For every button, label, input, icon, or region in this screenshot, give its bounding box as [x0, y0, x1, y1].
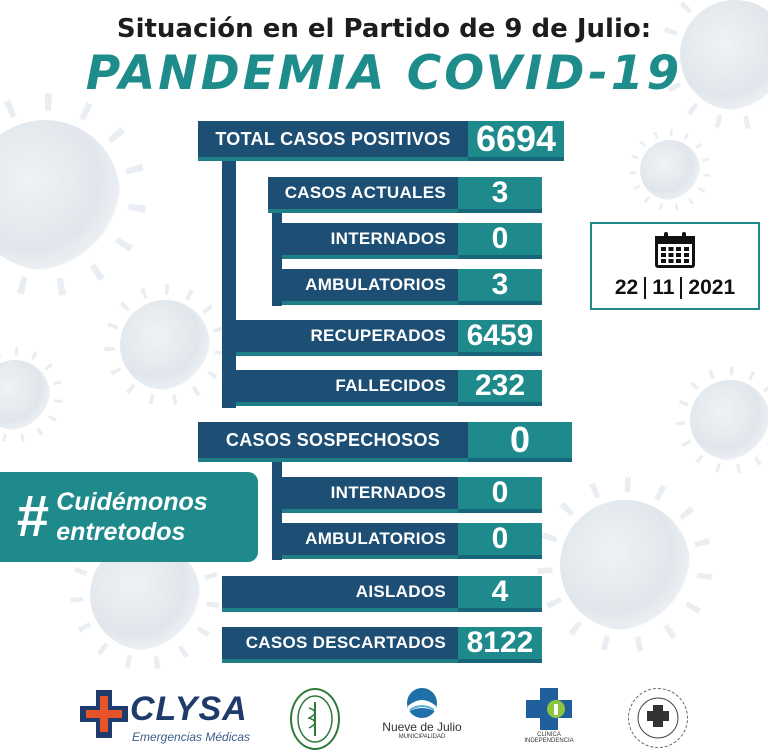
- nueve-de-julio-name: Nueve de Julio: [382, 720, 462, 734]
- stat-label: CASOS SOSPECHOSOS: [198, 422, 468, 462]
- date-day: 22: [614, 276, 639, 299]
- caduceus-icon: [297, 695, 333, 743]
- association-seal-logo: [628, 688, 688, 748]
- stat-label: AMBULATORIOS: [282, 523, 458, 559]
- stat-value: 0: [468, 419, 572, 462]
- clinic-cross-icon: [526, 688, 572, 730]
- hashtag-banner: # Cuidémonos entretodos: [0, 472, 258, 562]
- date-separator: [644, 277, 647, 299]
- stat-value: 6694: [468, 118, 564, 161]
- connector-line: [272, 210, 282, 306]
- hashtag-symbol: #: [16, 484, 49, 549]
- stat-label: AISLADOS: [222, 576, 458, 612]
- connector-line: [272, 456, 282, 560]
- seal-cross-icon: [637, 697, 679, 739]
- stat-label: CASOS DESCARTADOS: [222, 627, 458, 663]
- stat-value: 6459: [458, 319, 542, 356]
- stat-casos-actuales: CASOS ACTUALES 3: [268, 176, 542, 213]
- stat-label: FALLECIDOS: [236, 370, 458, 406]
- stat-label: INTERNADOS: [282, 477, 458, 513]
- stat-sospechosos-ambulatorios: AMBULATORIOS 0: [282, 522, 542, 559]
- stat-recuperados: RECUPERADOS 6459: [236, 319, 542, 356]
- clysa-subtitle: Emergencias Médicas: [132, 730, 251, 744]
- calendar-icon: [655, 232, 695, 268]
- stat-label: CASOS ACTUALES: [268, 177, 458, 213]
- stat-label: TOTAL CASOS POSITIVOS: [198, 121, 468, 161]
- heading: Situación en el Partido de 9 de Julio:: [116, 14, 652, 44]
- stat-value: 4: [458, 575, 542, 612]
- stat-value: 232: [458, 369, 542, 406]
- stat-casos-descartados: CASOS DESCARTADOS 8122: [222, 626, 542, 663]
- stat-fallecidos: FALLECIDOS 232: [236, 369, 542, 406]
- clinica-name: CLÍNICA INDEPENDENCIA: [524, 732, 574, 744]
- cross-icon: [80, 690, 128, 738]
- clysa-logo: CLYSA Emergencias Médicas: [78, 680, 258, 750]
- hashtag-line1: Cuidémonos: [56, 488, 208, 516]
- stat-value: 0: [458, 222, 542, 259]
- stat-value: 3: [458, 268, 542, 305]
- stat-label: AMBULATORIOS: [282, 269, 458, 305]
- nueve-de-julio-subtitle: MUNICIPALIDAD: [398, 734, 446, 740]
- stat-value: 0: [458, 476, 542, 513]
- hashtag-line2: entretodos: [56, 518, 186, 546]
- connector-line: [222, 158, 236, 408]
- medical-seal-logo: [290, 688, 340, 750]
- stat-label: INTERNADOS: [282, 223, 458, 259]
- date-separator: [680, 277, 683, 299]
- date-text: 22 11 2021: [615, 276, 735, 300]
- nueve-de-julio-logo: Nueve de Julio MUNICIPALIDAD: [372, 686, 472, 750]
- stat-sospechosos-internados: INTERNADOS 0: [282, 476, 542, 513]
- municipal-emblem-icon: [407, 688, 437, 718]
- stat-value: 3: [458, 176, 542, 213]
- stat-aislados: AISLADOS 4: [222, 575, 542, 612]
- stat-value: 8122: [458, 626, 542, 663]
- stat-value: 0: [458, 522, 542, 559]
- date-box: 22 11 2021: [590, 222, 760, 310]
- clinica-logo: CLÍNICA INDEPENDENCIA: [512, 686, 586, 750]
- date-month: 11: [652, 276, 675, 299]
- stat-ambulatorios: AMBULATORIOS 3: [282, 268, 542, 305]
- sponsor-logos: CLYSA Emergencias Médicas Nueve de Julio…: [0, 680, 768, 750]
- stat-internados: INTERNADOS 0: [282, 222, 542, 259]
- clysa-name: CLYSA: [130, 690, 248, 728]
- stat-casos-sospechosos: CASOS SOSPECHOSOS 0: [198, 419, 572, 462]
- stat-total-positivos: TOTAL CASOS POSITIVOS 6694: [198, 118, 564, 161]
- page-title: PANDEMIA COVID-19: [85, 46, 683, 101]
- stat-label: RECUPERADOS: [236, 320, 458, 356]
- date-year: 2021: [688, 276, 736, 299]
